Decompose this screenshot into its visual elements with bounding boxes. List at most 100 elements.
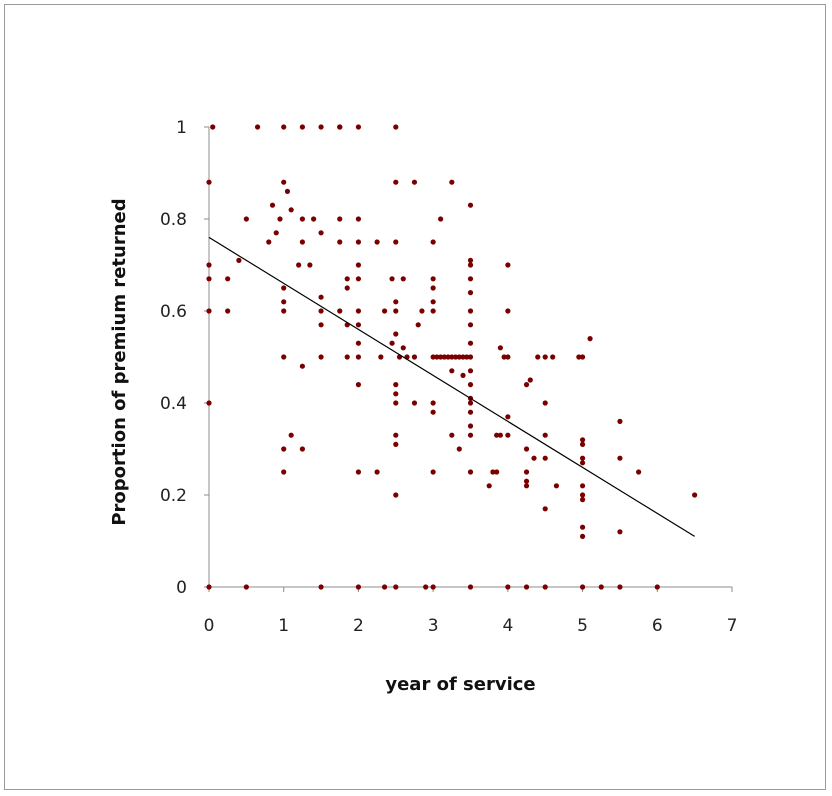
- data-point: [299, 239, 305, 245]
- data-point: [299, 124, 305, 130]
- data-point: [430, 276, 436, 282]
- x-tick-label: 3: [428, 616, 439, 636]
- data-point: [523, 483, 530, 489]
- data-point: [411, 179, 418, 185]
- data-point: [243, 584, 249, 590]
- data-point: [617, 529, 623, 535]
- data-point: [523, 478, 530, 484]
- data-point: [531, 455, 537, 461]
- data-point: [579, 524, 586, 530]
- data-point: [400, 345, 406, 351]
- data-point: [318, 322, 324, 328]
- data-point: [355, 239, 362, 245]
- data-point: [430, 285, 436, 291]
- data-point: [344, 276, 350, 282]
- data-point: [393, 382, 399, 388]
- data-point: [542, 432, 548, 438]
- data-point: [355, 340, 362, 346]
- data-point: [523, 469, 530, 475]
- data-point: [542, 354, 548, 360]
- data-point: [467, 290, 474, 296]
- data-point: [281, 124, 287, 130]
- data-point: [378, 354, 384, 360]
- data-point: [636, 469, 642, 475]
- data-point: [467, 382, 474, 388]
- data-point: [467, 469, 474, 475]
- data-point: [438, 216, 444, 222]
- y-tick-label: 0: [176, 578, 187, 598]
- data-point: [281, 469, 287, 475]
- data-point: [486, 483, 492, 489]
- data-point: [467, 276, 474, 282]
- data-point: [430, 299, 436, 305]
- data-point: [579, 483, 586, 489]
- data-point: [415, 322, 421, 328]
- data-point: [206, 262, 212, 268]
- data-point: [467, 340, 474, 346]
- data-point: [273, 230, 279, 236]
- data-point: [579, 584, 586, 590]
- data-point: [381, 584, 388, 590]
- data-point: [523, 382, 530, 388]
- data-point: [579, 441, 586, 447]
- data-point: [393, 441, 399, 447]
- data-point: [542, 506, 548, 512]
- data-point: [553, 483, 560, 489]
- data-point: [456, 354, 462, 360]
- data-point: [423, 584, 429, 590]
- data-point: [617, 455, 623, 461]
- data-point: [430, 308, 436, 314]
- data-point: [494, 469, 500, 475]
- data-point: [445, 354, 451, 360]
- data-point: [281, 446, 287, 452]
- data-point: [505, 308, 511, 314]
- data-point: [393, 331, 399, 337]
- data-point: [284, 188, 291, 194]
- x-tick-label: 7: [727, 616, 738, 636]
- data-point: [449, 354, 455, 360]
- data-point: [318, 230, 324, 236]
- y-tick-label: 0.4: [160, 394, 187, 414]
- data-point: [393, 179, 399, 185]
- trendline-group: [208, 236, 695, 537]
- data-point: [419, 308, 425, 314]
- data-point: [411, 400, 418, 406]
- data-point: [299, 363, 305, 369]
- data-point: [393, 492, 399, 498]
- data-point: [505, 432, 511, 438]
- data-point: [467, 257, 474, 263]
- data-point: [281, 308, 287, 314]
- data-point: [277, 216, 283, 222]
- data-point: [337, 216, 343, 222]
- data-point: [467, 262, 474, 268]
- y-tick-label: 0.2: [160, 486, 187, 506]
- data-point: [225, 276, 231, 282]
- data-point: [281, 285, 287, 291]
- data-point: [598, 584, 604, 590]
- y-tick-label: 1: [176, 118, 187, 138]
- data-point: [464, 354, 470, 360]
- data-point: [441, 354, 447, 360]
- x-tick-label: 6: [652, 616, 663, 636]
- data-point: [344, 354, 350, 360]
- data-point: [576, 354, 582, 360]
- data-point: [579, 492, 586, 498]
- data-point: [550, 354, 556, 360]
- data-point: [467, 432, 474, 438]
- data-point: [355, 354, 362, 360]
- data-point: [535, 354, 541, 360]
- data-point: [206, 400, 212, 406]
- tick-labels: 0 1 2 3 4 5 6 7 0 0.2 0.4 0.6 0.8 1: [160, 118, 737, 636]
- data-point: [318, 294, 324, 300]
- y-axis-title: Proportion of premium returned: [109, 198, 130, 525]
- data-point: [617, 418, 623, 424]
- data-point: [393, 299, 399, 305]
- data-point: [579, 533, 586, 540]
- data-point: [355, 216, 362, 222]
- data-point: [467, 354, 474, 360]
- data-point: [467, 322, 474, 328]
- data-point: [430, 584, 436, 590]
- data-point: [281, 354, 287, 360]
- data-point: [393, 239, 399, 245]
- data-point: [206, 584, 212, 590]
